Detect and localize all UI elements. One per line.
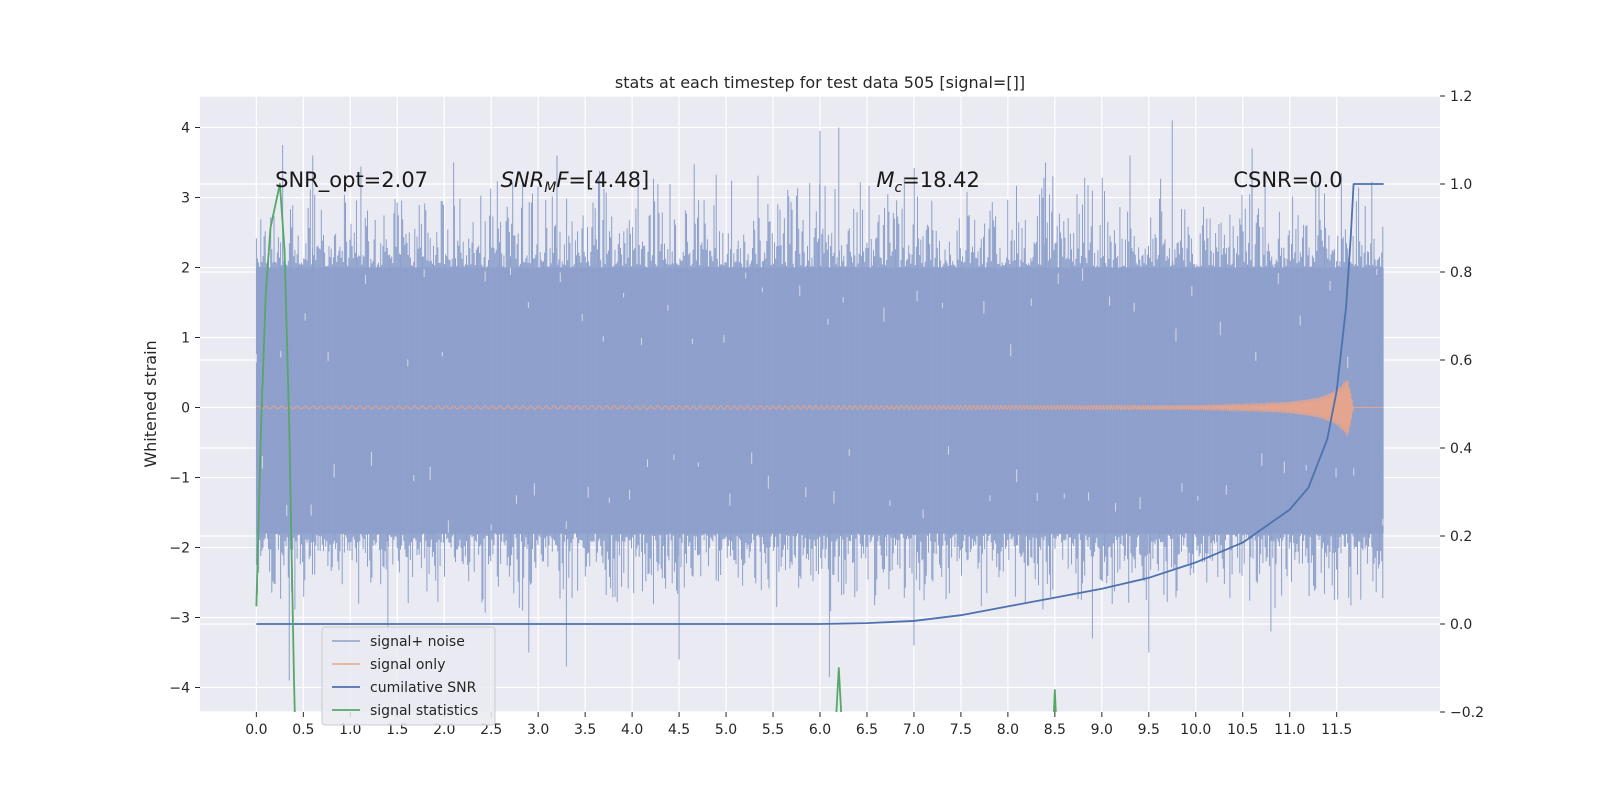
series-signal-only — [255, 380, 1384, 437]
y2-tick-label: 0.8 — [1450, 265, 1472, 281]
x-tick-label: 10.5 — [1227, 722, 1258, 738]
x-tick-label: 9.0 — [1091, 722, 1113, 738]
x-tick-label: 5.0 — [715, 722, 737, 738]
x-tick-label: 10.0 — [1180, 722, 1211, 738]
y2-tick-label: 1.2 — [1450, 89, 1472, 105]
legend-label: signal statistics — [370, 703, 478, 719]
x-tick-label: 2.5 — [480, 722, 502, 738]
y2-tick-label: 1.0 — [1450, 177, 1472, 193]
y-tick-label: 2 — [181, 261, 190, 277]
chart-title: stats at each timestep for test data 505… — [615, 73, 1025, 92]
y-tick-label: 1 — [181, 331, 190, 347]
x-tick-label: 0.0 — [245, 722, 267, 738]
x-tick-label: 8.0 — [997, 722, 1019, 738]
x-tick-label: 11.5 — [1321, 722, 1352, 738]
series-signal-statistics — [255, 183, 1057, 712]
y-tick-label: −4 — [169, 681, 190, 697]
legend: signal+ noise signal only cumilative SNR si… — [321, 626, 496, 726]
x-tick-label: 1.5 — [386, 722, 408, 738]
legend-label: signal+ noise — [370, 634, 465, 650]
y2-tick-label: 0.0 — [1450, 617, 1472, 633]
x-tick-label: 2.0 — [433, 722, 455, 738]
x-tick-label: 0.5 — [292, 722, 314, 738]
y-tick-label: 4 — [181, 121, 190, 137]
ticks: 0.0 0.5 1.0 1.5 2.0 2.5 3.0 3.5 4.0 4.5 5.0 5.5 6.0 6… — [169, 89, 1484, 738]
x-tick-label: 9.5 — [1138, 722, 1160, 738]
x-tick-label: 6.0 — [809, 722, 831, 738]
annotations: SNR_opt=2.07 SNRMF=[4.48] Mc=18.42 CSNR=0.0 — [275, 168, 1342, 196]
x-tick-label: 5.5 — [762, 722, 784, 738]
x-tick-label: 7.0 — [903, 722, 925, 738]
x-tick-label: 4.0 — [621, 722, 643, 738]
annotation-3: CSNR=0.0 — [1233, 168, 1342, 192]
legend-label: signal only — [370, 657, 445, 673]
series-cumulative-snr — [256, 183, 1384, 625]
y2-tick-label: 0.4 — [1450, 441, 1472, 457]
series-signal-plus-noise — [255, 120, 1384, 681]
y-tick-label: 3 — [181, 191, 190, 207]
y-tick-label: −3 — [169, 611, 190, 627]
y-tick-label: −2 — [169, 541, 190, 557]
annotation-0: SNR_opt=2.07 — [275, 168, 428, 193]
x-tick-label: 1.0 — [339, 722, 361, 738]
annotation-1: SNRMF=[4.48] — [501, 168, 650, 196]
y2-tick-label: 0.6 — [1450, 353, 1472, 369]
x-tick-label: 6.5 — [856, 722, 878, 738]
x-tick-label: 4.5 — [668, 722, 690, 738]
series-layer — [255, 120, 1384, 712]
x-tick-label: 3.0 — [527, 722, 549, 738]
y2-tick-label: 0.2 — [1450, 529, 1472, 545]
x-tick-label: 11.0 — [1274, 722, 1305, 738]
y-tick-label: 0 — [181, 401, 190, 417]
annotation-2: Mc=18.42 — [876, 168, 980, 196]
legend-box — [321, 626, 496, 726]
y-tick-label: −1 — [169, 471, 190, 487]
y-axis-label: Whitened strain — [141, 340, 160, 467]
x-tick-label: 8.5 — [1044, 722, 1066, 738]
y2-tick-label: −0.2 — [1450, 705, 1484, 721]
x-tick-label: 3.5 — [574, 722, 596, 738]
legend-label: cumilative SNR — [370, 680, 477, 696]
x-tick-label: 7.5 — [950, 722, 972, 738]
